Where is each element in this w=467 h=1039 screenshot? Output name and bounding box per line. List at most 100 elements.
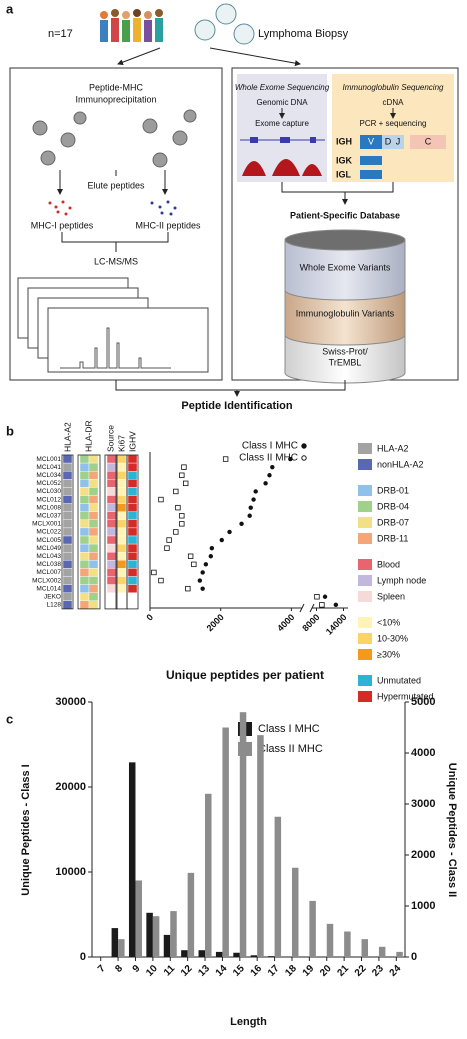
patient-label: MCL049 (36, 545, 61, 552)
heatmap-cell (116, 543, 127, 553)
heatmap-cell (79, 576, 90, 585)
heatmap-cell (127, 568, 138, 577)
heatmap-cell (88, 503, 99, 512)
heatmap-cell (106, 519, 117, 529)
heatmap-frame (77, 454, 101, 610)
point (191, 561, 197, 568)
heatmap-cell (62, 519, 73, 529)
ig-chain: IGH (336, 136, 352, 146)
legend-label: Lymph node (377, 575, 426, 585)
bar (111, 928, 119, 957)
legend-swatch (358, 649, 372, 660)
ig-box (332, 74, 454, 182)
y-tick-label: 20000 (55, 781, 86, 793)
bar (268, 956, 275, 957)
heatmap-cell (88, 568, 99, 577)
ig-title: Immunoglobulin Sequencing (343, 83, 445, 92)
point (158, 577, 164, 584)
heatmap-cell (116, 568, 127, 577)
heatmap-cell (106, 543, 117, 553)
heatmap-cell (79, 600, 90, 610)
ig-chain: IGL (336, 169, 352, 179)
bar (181, 950, 188, 957)
bar (396, 951, 403, 957)
heatmap-cell (88, 527, 99, 537)
heatmap-cell (62, 471, 73, 480)
heatmap-cell (127, 600, 138, 610)
heatmap-cell (127, 543, 138, 553)
y2-tick-label: 3000 (411, 798, 435, 810)
point (227, 529, 232, 535)
connector (115, 380, 346, 396)
exome-reads (240, 137, 325, 176)
heatmap-cell (116, 519, 127, 529)
heatmap-cell (106, 535, 117, 545)
patient-label: MCL001 (36, 456, 61, 463)
point (219, 537, 224, 543)
heatmap-cell (88, 462, 99, 472)
bar (291, 867, 299, 957)
legend-label: DRB-01 (377, 485, 409, 495)
segment: J (396, 136, 401, 146)
heatmap-cell (106, 503, 117, 512)
heatmap-cell (79, 584, 90, 593)
point (247, 513, 252, 518)
heatmap-cell (62, 535, 73, 545)
heatmap-cell (62, 543, 73, 553)
heatmap-frame (104, 454, 118, 610)
heatmap-cell (106, 487, 117, 496)
patient-label: MCLX002 (32, 577, 61, 584)
x-tick-label: 8000 (300, 612, 321, 633)
heatmap-cell (88, 543, 99, 553)
heatmap-cell (79, 560, 90, 569)
x-tick-label: 15 (231, 963, 247, 979)
heatmap-cell (62, 454, 73, 464)
bar (128, 762, 136, 957)
heatmap-cell (127, 576, 138, 585)
point (267, 473, 272, 478)
column-header: Ki67 (116, 435, 126, 452)
result-label: Peptide Identification (181, 400, 293, 412)
heatmap-cell (116, 471, 127, 480)
heatmap-cell (79, 454, 90, 464)
point (181, 464, 187, 470)
heatmap-cell (79, 527, 90, 537)
x-axis-title: Unique peptides per patient (166, 668, 324, 682)
heatmap-cell (106, 462, 117, 472)
patient-label: MCL012 (36, 496, 61, 503)
legend-label: Hypermutated (377, 691, 434, 701)
patient-label: MCL005 (36, 537, 61, 544)
legend-label: Class I MHC (242, 441, 298, 452)
x-tick-label: 8 (113, 963, 125, 975)
column-header: HLA-DR (83, 420, 93, 452)
cohort-size: n=17 (48, 28, 73, 40)
bar (146, 912, 153, 957)
point (222, 456, 229, 462)
axis-break (299, 603, 315, 613)
ig-chains (360, 135, 446, 179)
heatmap-cell (127, 552, 138, 561)
bar (239, 712, 247, 957)
heatmap-cell (79, 487, 90, 496)
point (239, 521, 244, 527)
heatmap-cell (127, 592, 138, 602)
legend-label: nonHLA-A2 (377, 459, 424, 469)
heatmap-cell (62, 479, 73, 488)
patient-label: MCL008 (36, 504, 61, 511)
x-tick-label: 0 (144, 612, 155, 623)
heatmap-cell (79, 568, 90, 577)
connector (61, 232, 169, 252)
point (288, 456, 293, 462)
legend-label: Class II MHC (258, 743, 323, 755)
heatmap-cell (62, 584, 73, 593)
wes-title: Whole Exome Sequencing (235, 83, 330, 92)
column-header: Source (105, 425, 115, 452)
heatmap-cell (88, 454, 99, 464)
x-tick-label: 21 (335, 963, 351, 979)
point (270, 464, 275, 470)
heatmap-cell (116, 535, 127, 545)
spectra (17, 277, 209, 373)
heatmap-cell (127, 527, 138, 537)
x-tick-label: 14000 (324, 612, 349, 637)
ip-title: Immunoprecipitation (75, 94, 156, 104)
